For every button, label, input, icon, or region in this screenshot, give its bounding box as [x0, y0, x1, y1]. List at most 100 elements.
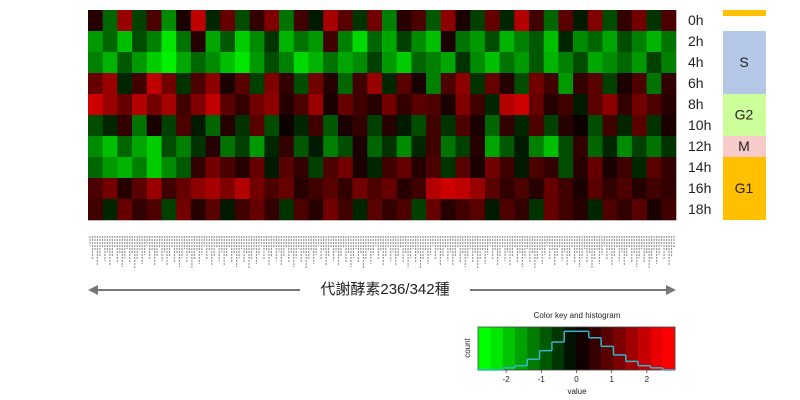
heat-cell: [514, 199, 530, 221]
heat-cell: [484, 199, 500, 221]
heat-cell: [235, 115, 250, 137]
heat-cell: [337, 199, 353, 221]
heat-cell: [484, 94, 500, 116]
heat-cell: [205, 115, 221, 137]
heat-cell: [499, 73, 515, 95]
heat-cell: [279, 73, 295, 95]
key-title: Color key and histogram: [534, 311, 621, 320]
heat-cell: [587, 157, 603, 179]
heat-cell: [455, 136, 471, 158]
heat-cell: [440, 178, 456, 200]
heat-cell: [646, 178, 662, 200]
heat-cell: [514, 178, 530, 200]
key-bin: [527, 327, 540, 370]
heat-cell: [190, 10, 206, 32]
heat-cell: [543, 10, 559, 32]
heat-cell: [235, 178, 250, 200]
heat-cell: [573, 52, 589, 74]
heat-cell: [455, 31, 471, 53]
heat-cell: [573, 115, 589, 137]
heat-cell: [337, 115, 353, 137]
key-bin: [588, 327, 602, 370]
heat-cell: [293, 199, 309, 221]
heat-cell: [602, 178, 618, 200]
heat-cell: [367, 115, 383, 137]
heat-cell: [661, 199, 677, 221]
heat-cell: [249, 136, 265, 158]
heat-cell: [88, 73, 103, 95]
heat-cell: [323, 73, 339, 95]
heat-cell: [146, 94, 162, 116]
heat-cell: [617, 157, 633, 179]
heat-cell: [293, 115, 309, 137]
heat-cell: [337, 94, 353, 116]
heat-cell: [543, 52, 559, 74]
heat-cell: [190, 136, 206, 158]
heat-cell: [558, 115, 574, 137]
heat-cell: [426, 31, 442, 53]
heat-cell: [440, 115, 456, 137]
heat-cell: [279, 31, 295, 53]
heat-cell: [396, 199, 412, 221]
heat-cell: [249, 31, 265, 53]
heat-cell: [132, 10, 148, 32]
heat-cell: [117, 115, 133, 137]
heat-cell: [132, 73, 148, 95]
heat-cell: [543, 178, 559, 200]
row-label: 14h: [688, 159, 711, 175]
heat-cell: [235, 73, 250, 95]
heat-cell: [470, 199, 486, 221]
heat-cell: [308, 94, 324, 116]
phase-label: G2: [735, 107, 754, 123]
heat-cell: [573, 136, 589, 158]
heat-cell: [220, 31, 236, 53]
heat-cell: [293, 73, 309, 95]
heat-cell: [470, 52, 486, 74]
heat-cell: [176, 10, 192, 32]
heat-cell: [146, 10, 162, 32]
heat-cell: [146, 115, 162, 137]
heat-cell: [587, 199, 603, 221]
heat-cell: [264, 157, 280, 179]
heat-cell: [602, 157, 618, 179]
heat-cell: [205, 178, 221, 200]
heat-cell: [352, 73, 368, 95]
heat-cell: [631, 10, 647, 32]
heat-cell: [514, 52, 530, 74]
heat-cell: [543, 115, 559, 137]
heat-cell: [514, 157, 530, 179]
heat-cell: [220, 10, 236, 32]
heat-cell: [161, 94, 177, 116]
heat-cell: [367, 94, 383, 116]
heat-cell: [367, 10, 383, 32]
heat-cell: [587, 73, 603, 95]
heat-cell: [631, 52, 647, 74]
heat-cell: [279, 136, 295, 158]
heat-cell: [573, 73, 589, 95]
heat-cell: [264, 94, 280, 116]
heat-cell: [117, 94, 133, 116]
heat-cell: [205, 157, 221, 179]
phase-label: M: [738, 138, 750, 154]
key-bin: [613, 327, 627, 370]
heat-cell: [88, 157, 103, 179]
heat-cell: [249, 157, 265, 179]
heat-cell: [161, 199, 177, 221]
heat-cell: [455, 157, 471, 179]
heat-cell: [411, 115, 427, 137]
key-y-label: count: [463, 337, 472, 357]
heat-cell: [646, 94, 662, 116]
heat-cell: [646, 31, 662, 53]
heat-cell: [411, 94, 427, 116]
heat-cell: [455, 199, 471, 221]
heat-cell: [190, 31, 206, 53]
heat-cell: [396, 94, 412, 116]
heat-cell: [396, 157, 412, 179]
heat-cell: [411, 157, 427, 179]
heat-cell: [132, 199, 148, 221]
heat-cell: [543, 136, 559, 158]
heat-cell: [352, 52, 368, 74]
heat-cell: [161, 73, 177, 95]
heat-cell: [205, 136, 221, 158]
heat-cell: [529, 73, 544, 95]
